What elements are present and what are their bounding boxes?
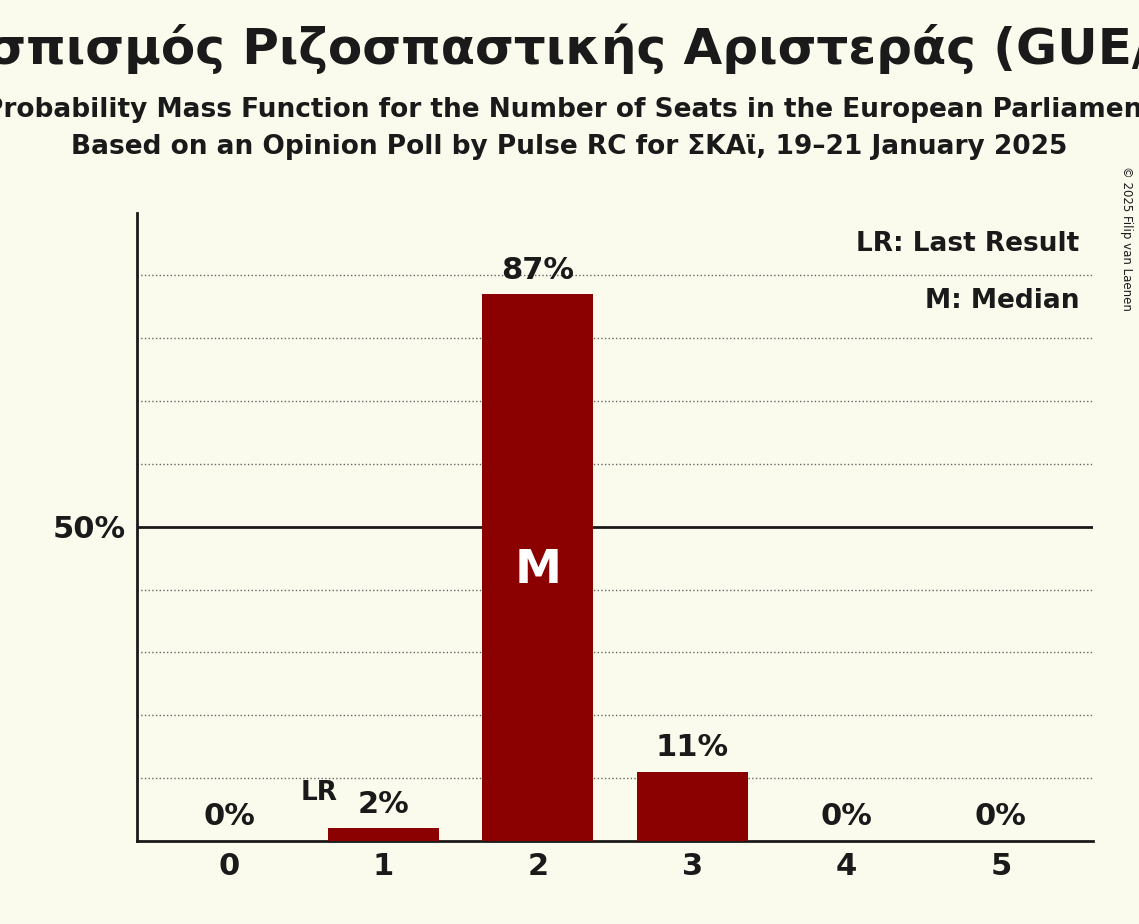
Text: Συνασπισμός Ριζοσπαστικής Αριστεράς (GUE/NGL): Συνασπισμός Ριζοσπαστικής Αριστεράς (GUE… xyxy=(0,23,1139,74)
Text: 0%: 0% xyxy=(975,802,1026,832)
Text: 87%: 87% xyxy=(501,256,574,285)
Text: LR: LR xyxy=(301,780,337,807)
Text: 2%: 2% xyxy=(358,790,409,819)
Text: © 2025 Filip van Laenen: © 2025 Filip van Laenen xyxy=(1121,166,1133,311)
Text: Probability Mass Function for the Number of Seats in the European Parliament: Probability Mass Function for the Number… xyxy=(0,97,1139,123)
Bar xyxy=(482,294,593,841)
Text: LR: Last Result: LR: Last Result xyxy=(855,231,1079,258)
Bar xyxy=(328,828,440,841)
Text: 0%: 0% xyxy=(204,802,255,832)
Text: M: M xyxy=(515,548,562,593)
Bar xyxy=(637,772,748,841)
Text: Based on an Opinion Poll by Pulse RC for ΣΚΑϊ, 19–21 January 2025: Based on an Opinion Poll by Pulse RC for… xyxy=(72,134,1067,160)
Text: M: Median: M: Median xyxy=(925,288,1079,314)
Text: 11%: 11% xyxy=(656,734,729,762)
Text: 0%: 0% xyxy=(820,802,872,832)
